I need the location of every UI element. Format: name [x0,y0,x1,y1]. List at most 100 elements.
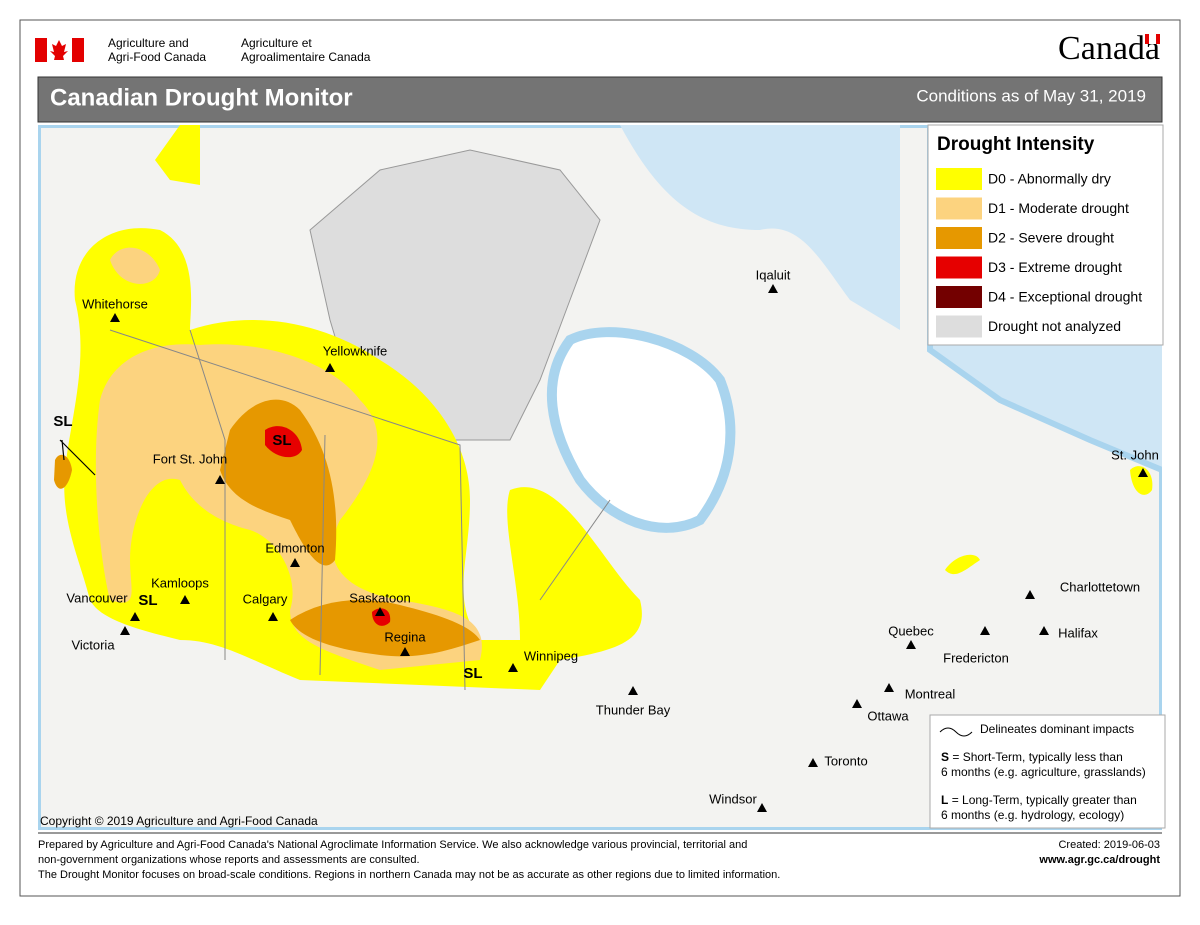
city-marker [980,626,990,635]
d0 [945,554,980,575]
flag-bar [35,38,47,62]
legend-swatch [936,197,982,220]
d2 [290,600,480,657]
city-label: Yellowknife [323,343,388,358]
footer-line: Prepared by Agriculture and Agri-Food Ca… [38,839,747,851]
legend-label: D2 - Severe drought [988,230,1114,246]
city-marker [325,363,335,372]
cities: Whitehorse Yellowknife Fort St. John Edmont… [53,267,1159,812]
d0 [1130,466,1153,495]
notes-short: 6 months (e.g. agriculture, grasslands) [941,765,1146,779]
d2 [54,454,72,489]
city-label: Calgary [243,591,288,606]
city-marker [1138,468,1148,477]
notes-key: L [941,793,948,807]
legend-label: D0 - Abnormally dry [988,171,1111,187]
title: Canadian Drought Monitor [50,84,353,111]
city-label: Montreal [905,686,956,701]
wordmark-flag [1149,34,1156,44]
dept-en: Agriculture and [108,36,189,50]
city-label: Toronto [824,753,867,768]
legend-label: D1 - Moderate drought [988,200,1129,216]
city-marker [852,699,862,708]
impact-label: SL [463,665,482,682]
city-label: Edmonton [265,540,324,555]
d3 [265,426,302,458]
city-label: Windsor [709,791,757,806]
city-label: Ottawa [867,708,909,723]
impact-label: SL [138,592,157,609]
notes-key: S [941,750,949,764]
city-marker [375,607,385,616]
city-marker [180,595,190,604]
dept-fr: Agroalimentaire Canada [241,50,371,64]
dept-fr: Agriculture et [241,36,312,50]
city-label: Victoria [71,637,115,652]
date: Conditions as of May 31, 2019 [916,86,1146,105]
legend-swatch [936,286,982,308]
created: Created: 2019-06-03 [1058,839,1160,851]
legend-swatch [936,168,982,190]
wordmark: Canada [1058,30,1160,67]
city-label: Fort St. John [153,451,227,466]
legend-swatch [936,315,982,338]
city-marker [400,647,410,656]
city-label: Whitehorse [82,296,148,311]
d2 [220,399,337,566]
legend-swatch [936,256,982,279]
footer-line: non-government organizations whose repor… [38,854,420,866]
city-label: Fredericton [943,650,1009,665]
legend-label: D3 - Extreme drought [988,259,1122,275]
city-marker [628,686,638,695]
notes-text: = Short-Term, typically less than [952,750,1122,764]
city-marker [768,284,778,293]
notes-text: = Long-Term, typically greater than [952,793,1137,807]
city-marker [130,612,140,621]
impact-label: SL [53,413,72,430]
d3 [372,608,391,626]
city-label: Kamloops [151,575,209,590]
url: www.agr.gc.ca/drought [1038,854,1160,866]
city-label: Halifax [1058,625,1098,640]
legend-label: D4 - Exceptional drought [988,289,1142,305]
baffin [690,262,830,315]
copyright: Copyright © 2019 Agriculture and Agri-Fo… [40,814,318,828]
city-label: Saskatoon [349,590,410,605]
d0 [155,125,200,185]
footer-line: The Drought Monitor focuses on broad-sca… [38,869,780,881]
legend-title: Drought Intensity [937,134,1095,155]
impact-line-icon [939,727,973,737]
city-marker [120,626,130,635]
city-marker [268,612,278,621]
title-bar [37,76,1163,123]
city-marker [884,683,894,692]
city-marker [1025,590,1035,599]
flag-bar [72,38,84,62]
notes-line: Delineates dominant impacts [980,722,1134,736]
city-marker [757,803,767,812]
city-marker [808,758,818,767]
city-marker [508,663,518,672]
city-label: St. John [1111,447,1159,462]
dept-en: Agri-Food Canada [108,50,206,64]
city-label: Charlottetown [1060,579,1140,594]
notes-short: S = Short-Term, typically less than [941,750,1123,764]
legend: Drought Intensity D0 - Abnormally dry D1 … [927,124,1164,346]
legend-label: Drought not analyzed [988,318,1121,334]
city-label: Regina [384,629,426,644]
city-label: Winnipeg [524,648,578,663]
city-label: Iqaluit [756,267,791,282]
province-boundary [109,329,611,691]
city-marker [1039,626,1049,635]
city-marker [290,558,300,567]
notes-long: L = Long-Term, typically greater than [941,793,1137,807]
city-marker [110,313,120,322]
city-marker [906,640,916,649]
maple-leaf [50,40,68,60]
impact-pointer [59,439,96,476]
d1 [110,247,160,284]
city-label: Vancouver [66,590,128,605]
city-label: Thunder Bay [596,702,671,717]
